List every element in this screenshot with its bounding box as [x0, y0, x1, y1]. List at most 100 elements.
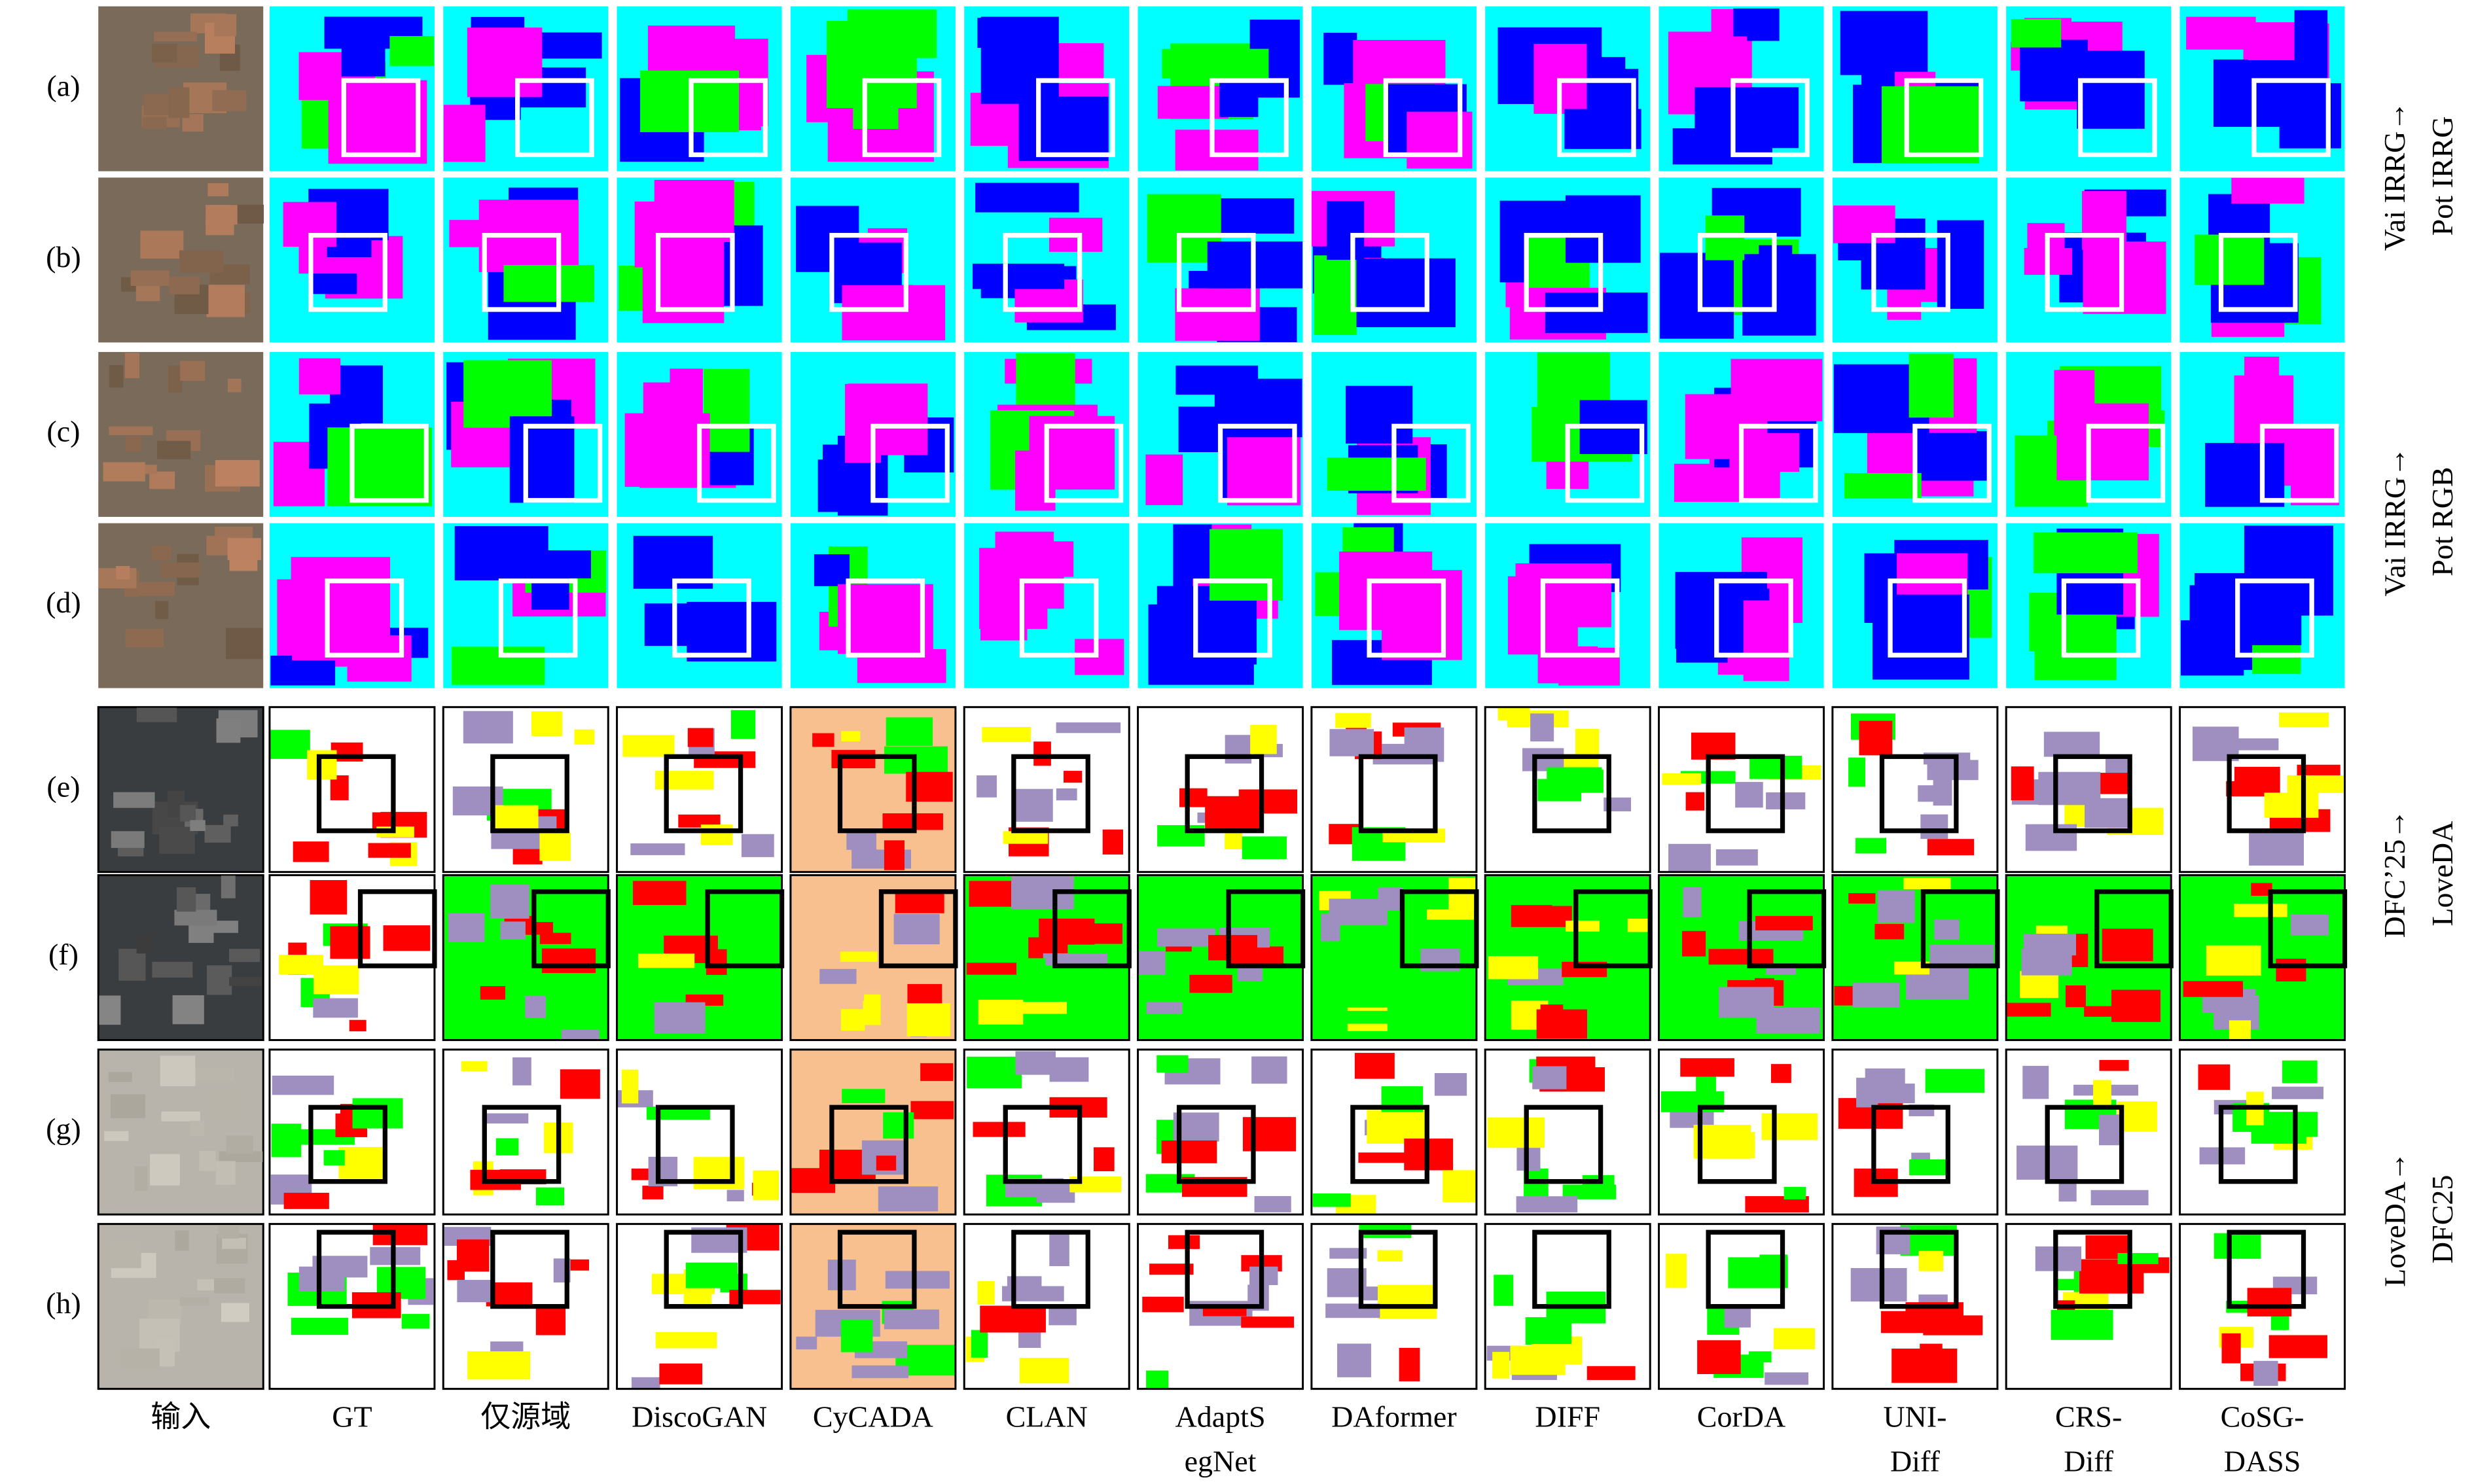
texture — [179, 1297, 209, 1306]
image-cell — [963, 874, 1132, 1042]
cell-border — [789, 706, 957, 874]
region — [2082, 191, 2126, 250]
region — [1891, 1349, 1958, 1383]
image-cell — [443, 523, 609, 688]
texture — [134, 1166, 148, 1191]
texture — [229, 977, 262, 986]
group-label: DFC25 — [2426, 1175, 2459, 1263]
region — [454, 526, 548, 580]
group-label: LoveDA — [2426, 821, 2459, 927]
highlight-box — [482, 232, 562, 312]
region — [1929, 944, 1994, 968]
column-label: CoSG- — [2221, 1400, 2304, 1433]
region — [2117, 1252, 2159, 1264]
region — [298, 358, 341, 395]
region — [884, 1309, 939, 1330]
texture — [211, 1089, 240, 1122]
region — [2011, 766, 2034, 801]
region — [1920, 814, 1948, 839]
texture — [190, 1120, 205, 1137]
image-cell — [1137, 1223, 1304, 1390]
region — [443, 105, 486, 162]
region — [621, 1069, 639, 1104]
region — [980, 16, 1059, 104]
region — [2214, 1233, 2261, 1259]
region — [495, 1138, 519, 1156]
highlight-box — [1399, 889, 1479, 968]
region — [693, 1157, 745, 1190]
region — [1660, 253, 1734, 339]
region — [2294, 10, 2328, 90]
region — [878, 1186, 939, 1212]
image-cell — [1484, 1223, 1651, 1390]
region — [1728, 1257, 1788, 1288]
highlight-box — [350, 423, 429, 503]
region — [2021, 948, 2072, 976]
texture — [109, 1241, 141, 1269]
region — [539, 832, 571, 861]
cell-border — [442, 1223, 609, 1390]
texture — [215, 460, 260, 487]
region — [2084, 1006, 2114, 1017]
image-cell — [269, 523, 435, 688]
region — [448, 913, 485, 942]
image-cell — [269, 351, 435, 517]
region — [1872, 594, 1969, 680]
cell-border — [442, 1048, 609, 1216]
highlight-box — [1176, 1104, 1256, 1184]
cell-border — [268, 1223, 436, 1390]
image-cell — [443, 6, 609, 171]
image-cell — [2179, 177, 2345, 343]
region — [1157, 86, 1228, 119]
image-cell — [1831, 1223, 1999, 1390]
image-cell — [97, 706, 264, 874]
region — [383, 925, 431, 951]
region — [2251, 883, 2272, 896]
image-cell — [617, 351, 782, 517]
texture — [160, 562, 200, 578]
texture — [204, 824, 231, 843]
region — [1148, 604, 1254, 685]
region — [753, 1170, 780, 1201]
region — [291, 1318, 348, 1335]
region — [1014, 788, 1053, 822]
group-label: LoveDA→ — [2378, 1152, 2411, 1287]
highlight-box — [1532, 1229, 1611, 1309]
texture — [125, 628, 164, 647]
region — [1903, 877, 1951, 890]
region — [1175, 130, 1259, 171]
region — [886, 717, 933, 747]
region — [1724, 1308, 1751, 1328]
region — [1681, 930, 1706, 957]
highlight-box — [655, 1104, 735, 1184]
region — [1019, 1358, 1069, 1384]
texture — [214, 14, 237, 37]
highlight-box — [2227, 1229, 2306, 1309]
region — [1341, 1010, 1396, 1024]
column-label: GT — [332, 1400, 372, 1433]
region — [840, 951, 878, 962]
image-cell — [2179, 351, 2345, 517]
region — [1162, 48, 1269, 79]
image-cell — [1485, 523, 1651, 688]
highlight-box — [498, 578, 578, 658]
region — [1056, 722, 1121, 733]
texture — [192, 1068, 234, 1081]
region — [2186, 16, 2256, 50]
image-cell — [617, 6, 782, 171]
texture — [142, 116, 167, 129]
texture — [199, 1151, 216, 1171]
region — [1685, 792, 1705, 811]
cell-border — [268, 706, 436, 874]
image-cell — [1484, 874, 1653, 1042]
texture — [109, 365, 124, 388]
image-cell — [2006, 6, 2172, 171]
region — [1562, 1184, 1617, 1199]
texture — [207, 965, 232, 995]
region — [2051, 1309, 2113, 1340]
texture — [168, 87, 190, 118]
region — [1532, 1066, 1567, 1089]
column-label: CRS- — [2055, 1400, 2122, 1433]
region — [1532, 1344, 1582, 1360]
